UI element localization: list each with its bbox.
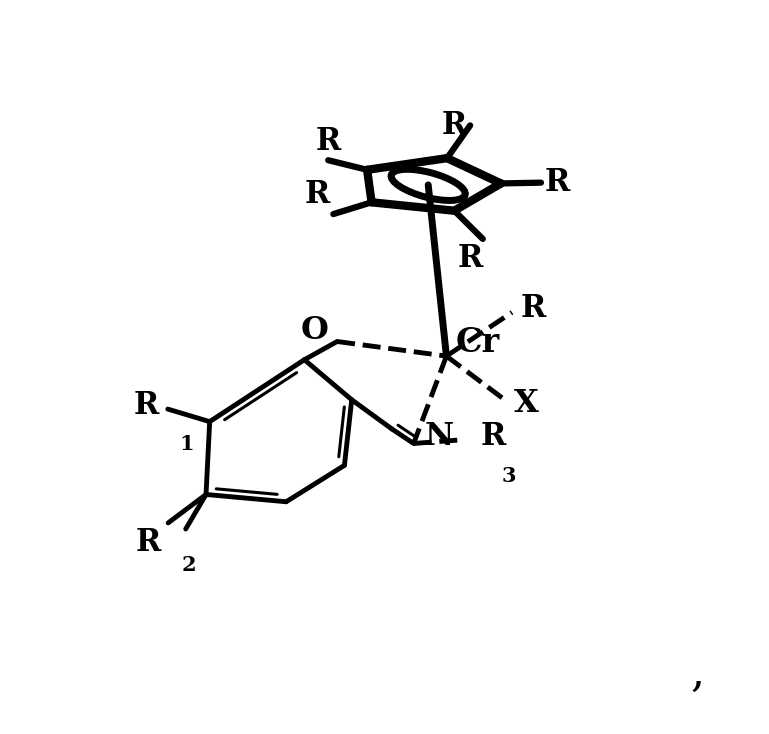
Text: O: O xyxy=(301,315,328,346)
Text: R: R xyxy=(135,526,161,558)
Text: ,: , xyxy=(691,651,705,694)
Text: R: R xyxy=(134,390,159,421)
Text: R: R xyxy=(441,110,467,141)
Text: X: X xyxy=(514,388,538,419)
Text: R: R xyxy=(458,242,483,274)
Text: R: R xyxy=(481,421,506,452)
Text: R: R xyxy=(521,293,546,324)
Text: Cr: Cr xyxy=(455,327,499,360)
Text: 3: 3 xyxy=(501,466,516,486)
Text: 1: 1 xyxy=(180,435,195,454)
Text: N: N xyxy=(424,421,454,451)
Text: 2: 2 xyxy=(181,556,196,575)
Text: R: R xyxy=(305,179,330,211)
Text: R: R xyxy=(544,167,570,198)
Text: R: R xyxy=(315,126,341,156)
